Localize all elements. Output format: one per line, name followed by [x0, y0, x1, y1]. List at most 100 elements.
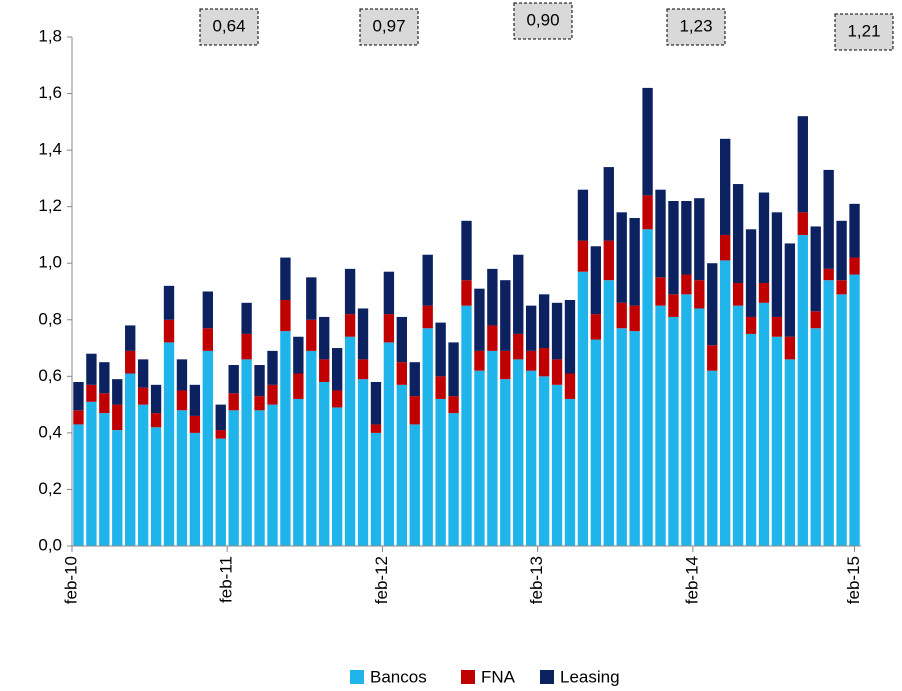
y-tick-label: 0,2	[38, 479, 62, 498]
bar-segment	[357, 359, 369, 380]
bar-segment	[306, 277, 317, 320]
bar-segment	[590, 339, 602, 546]
bar-segment	[745, 316, 757, 334]
bar-segment	[590, 314, 602, 340]
bar-segment	[293, 336, 304, 374]
bar-segment	[99, 413, 110, 546]
bar-segment	[564, 373, 576, 399]
y-tick-label: 1,4	[38, 140, 62, 159]
bar-segment	[125, 350, 136, 374]
x-tick-label: feb-15	[844, 556, 863, 604]
bar-segment	[616, 328, 627, 546]
bar-segment	[564, 299, 576, 374]
bar-segment	[771, 316, 783, 337]
bar-segment	[344, 268, 356, 315]
bar-segment	[228, 410, 239, 546]
bar-segment	[797, 234, 808, 546]
bar-segment	[344, 314, 356, 337]
bar-segment	[707, 263, 718, 346]
bar-segment	[551, 359, 563, 385]
bar-segment	[254, 396, 265, 411]
legend-label: Bancos	[370, 667, 427, 686]
bar-segment	[745, 229, 757, 317]
bar-segment	[810, 311, 821, 329]
bar-segment	[720, 260, 731, 546]
bar-segment	[448, 413, 459, 546]
bar-segment	[745, 333, 757, 546]
bar-segment	[112, 430, 123, 546]
bar-segment	[357, 308, 369, 360]
bar-segment	[603, 167, 614, 241]
bar-segment	[707, 345, 718, 371]
bar-segment	[189, 432, 201, 546]
bar-segment	[189, 415, 201, 433]
bar-segment	[280, 299, 291, 332]
bar-segment	[655, 305, 666, 546]
bar-segment	[849, 257, 860, 275]
bar-segment	[86, 353, 97, 385]
bar-segment	[771, 212, 783, 317]
bar-segment	[603, 280, 614, 546]
bar-segment	[823, 268, 834, 281]
bar-segment	[629, 305, 640, 332]
bar-segment	[732, 305, 744, 546]
bar-segment	[616, 212, 627, 303]
bar-segment	[319, 316, 330, 360]
bar-segment	[551, 302, 563, 360]
annotation-box	[666, 8, 726, 46]
bar-segment	[758, 283, 770, 303]
bar-segment	[448, 396, 459, 414]
bar-segment	[513, 333, 524, 360]
bar-segment	[538, 348, 550, 377]
bar-segment	[422, 305, 433, 329]
y-tick-label: 1,2	[38, 196, 62, 215]
bar-segment	[396, 384, 408, 546]
legend-swatch	[350, 670, 364, 684]
bar-segment	[176, 359, 188, 391]
bar-segment	[319, 359, 330, 382]
y-tick-label: 0,6	[38, 366, 62, 385]
bar-segment	[836, 220, 847, 281]
bar-segment	[241, 333, 252, 360]
bar-segment	[422, 328, 433, 546]
bar-segment	[694, 280, 705, 309]
bar-segment	[383, 314, 395, 343]
bar-segment	[202, 350, 213, 546]
bar-segment	[163, 319, 175, 343]
bar-segment	[409, 362, 420, 397]
y-tick-label: 1,6	[38, 83, 62, 102]
bar-segment	[487, 325, 498, 351]
bar-segment	[668, 201, 679, 295]
bar-segment	[836, 294, 847, 546]
x-tick-label: feb-14	[682, 556, 701, 604]
bar-segment	[293, 373, 304, 399]
bar-segment	[784, 243, 796, 337]
annotation-box	[834, 13, 894, 51]
bar-segment	[784, 336, 796, 360]
bar-segment	[331, 348, 343, 391]
bar-segment	[461, 280, 472, 306]
bar-segment	[267, 384, 278, 405]
x-tick-label: feb-13	[527, 556, 546, 604]
legend-label: FNA	[481, 667, 516, 686]
bar-segment	[487, 268, 498, 326]
bar-segment	[655, 277, 666, 306]
bar-segment	[86, 401, 97, 546]
bar-segment	[720, 138, 731, 235]
bar-segment	[228, 393, 239, 411]
bar-segment	[564, 398, 576, 546]
bar-segment	[668, 316, 679, 546]
bar-segment	[150, 384, 162, 414]
bar-segment	[370, 424, 382, 433]
x-tick-label: feb-12	[372, 556, 391, 604]
bar-segment	[707, 370, 718, 546]
bar-segment	[603, 240, 614, 281]
bar-segment	[435, 376, 446, 399]
bar-segment	[357, 379, 369, 546]
bar-segment	[319, 381, 330, 546]
bar-segment	[137, 387, 149, 405]
bar-segment	[500, 280, 511, 351]
bar-segment	[500, 350, 511, 380]
bar-segment	[331, 390, 343, 408]
bar-segment	[163, 342, 175, 546]
